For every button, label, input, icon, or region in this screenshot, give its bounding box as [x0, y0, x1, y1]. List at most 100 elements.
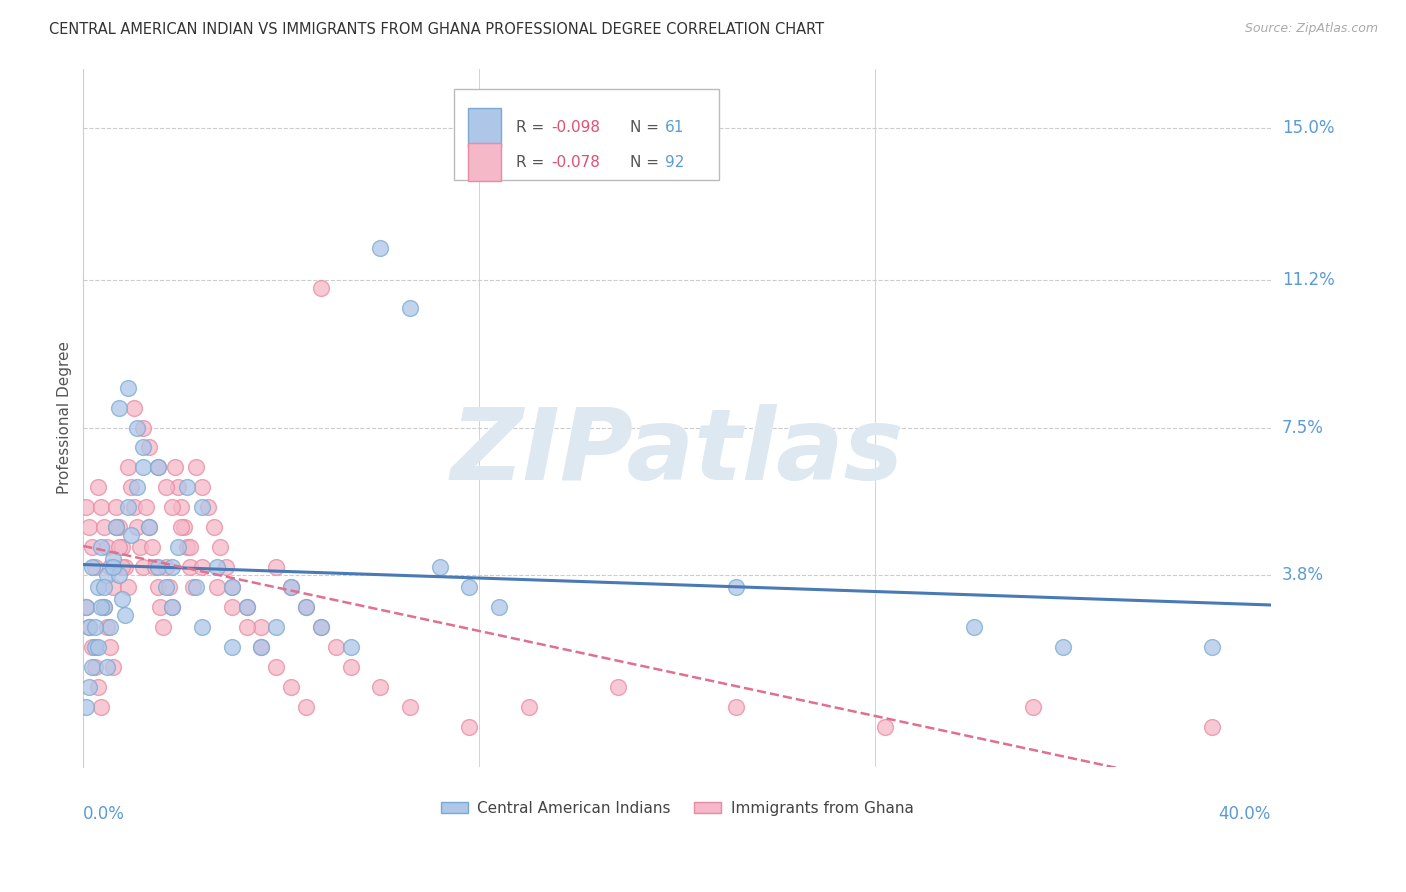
Point [75, 500, 97, 515]
Point [205, 560, 228, 574]
Point [125, 480, 148, 494]
Point [170, 520, 193, 534]
Point [96, 620, 118, 634]
Text: 7.5%: 7.5% [1282, 418, 1324, 436]
Point [181, 580, 204, 594]
Point [325, 640, 347, 654]
Point [120, 480, 142, 494]
Point [179, 540, 201, 554]
Point [1022, 699, 1045, 714]
Point [221, 600, 243, 615]
Point [235, 620, 257, 634]
Point [77, 620, 100, 634]
Point [250, 640, 273, 654]
Point [488, 600, 510, 615]
Point [146, 580, 169, 594]
Point [309, 620, 332, 634]
Point [87, 580, 110, 594]
Point [135, 500, 157, 515]
Point [111, 592, 134, 607]
Point [101, 552, 124, 566]
Point [93, 600, 115, 615]
Point [146, 460, 169, 475]
Point [131, 460, 153, 475]
Text: -0.098: -0.098 [551, 120, 600, 135]
Point [250, 640, 273, 654]
Point [167, 540, 190, 554]
Point [90, 500, 112, 515]
Point [264, 660, 287, 674]
Point [117, 580, 139, 594]
Point [162, 500, 184, 515]
Point [221, 640, 243, 654]
Point [117, 460, 139, 475]
Point [170, 500, 193, 515]
Text: -0.078: -0.078 [551, 154, 600, 169]
Point [280, 680, 302, 694]
Point [77, 620, 100, 634]
Point [117, 381, 139, 395]
Text: 15.0%: 15.0% [1282, 120, 1334, 137]
Point [138, 520, 160, 534]
Point [202, 520, 225, 534]
Point [108, 401, 131, 415]
Text: 0.0%: 0.0% [83, 805, 125, 823]
Point [122, 500, 145, 515]
Point [96, 660, 118, 674]
Point [165, 460, 187, 475]
Point [82, 660, 104, 674]
Point [458, 580, 481, 594]
Point [149, 600, 172, 615]
Point [111, 540, 134, 554]
Point [146, 560, 169, 574]
Point [111, 560, 134, 574]
Point [235, 600, 257, 615]
Point [125, 420, 148, 434]
Point [84, 660, 107, 674]
Point [221, 580, 243, 594]
Point [84, 640, 107, 654]
Text: 61: 61 [665, 120, 685, 135]
Text: 11.2%: 11.2% [1282, 271, 1334, 289]
Point [155, 580, 177, 594]
Point [125, 520, 148, 534]
Point [191, 620, 214, 634]
Point [93, 520, 115, 534]
Point [339, 660, 361, 674]
Point [93, 600, 115, 615]
Point [162, 600, 184, 615]
Point [108, 568, 131, 582]
Point [77, 680, 100, 694]
Point [98, 560, 121, 574]
Point [98, 620, 121, 634]
Point [96, 540, 118, 554]
Point [128, 540, 150, 554]
Point [131, 441, 153, 455]
Text: 92: 92 [665, 154, 685, 169]
Point [108, 540, 131, 554]
Point [309, 281, 332, 295]
Point [152, 620, 174, 634]
Point [93, 580, 115, 594]
FancyBboxPatch shape [468, 109, 502, 147]
Point [184, 460, 207, 475]
Point [82, 540, 104, 554]
Point [162, 560, 184, 574]
Point [117, 500, 139, 515]
Text: 40.0%: 40.0% [1219, 805, 1271, 823]
Point [87, 680, 110, 694]
Point [90, 540, 112, 554]
Point [295, 600, 318, 615]
Point [120, 528, 142, 542]
Point [143, 560, 166, 574]
Point [1201, 720, 1223, 734]
Point [131, 420, 153, 434]
Point [191, 500, 214, 515]
Point [122, 401, 145, 415]
Point [101, 660, 124, 674]
Text: N =: N = [630, 154, 664, 169]
Text: CENTRAL AMERICAN INDIAN VS IMMIGRANTS FROM GHANA PROFESSIONAL DEGREE CORRELATION: CENTRAL AMERICAN INDIAN VS IMMIGRANTS FR… [49, 22, 824, 37]
Point [339, 640, 361, 654]
Point [197, 500, 219, 515]
Point [191, 560, 214, 574]
